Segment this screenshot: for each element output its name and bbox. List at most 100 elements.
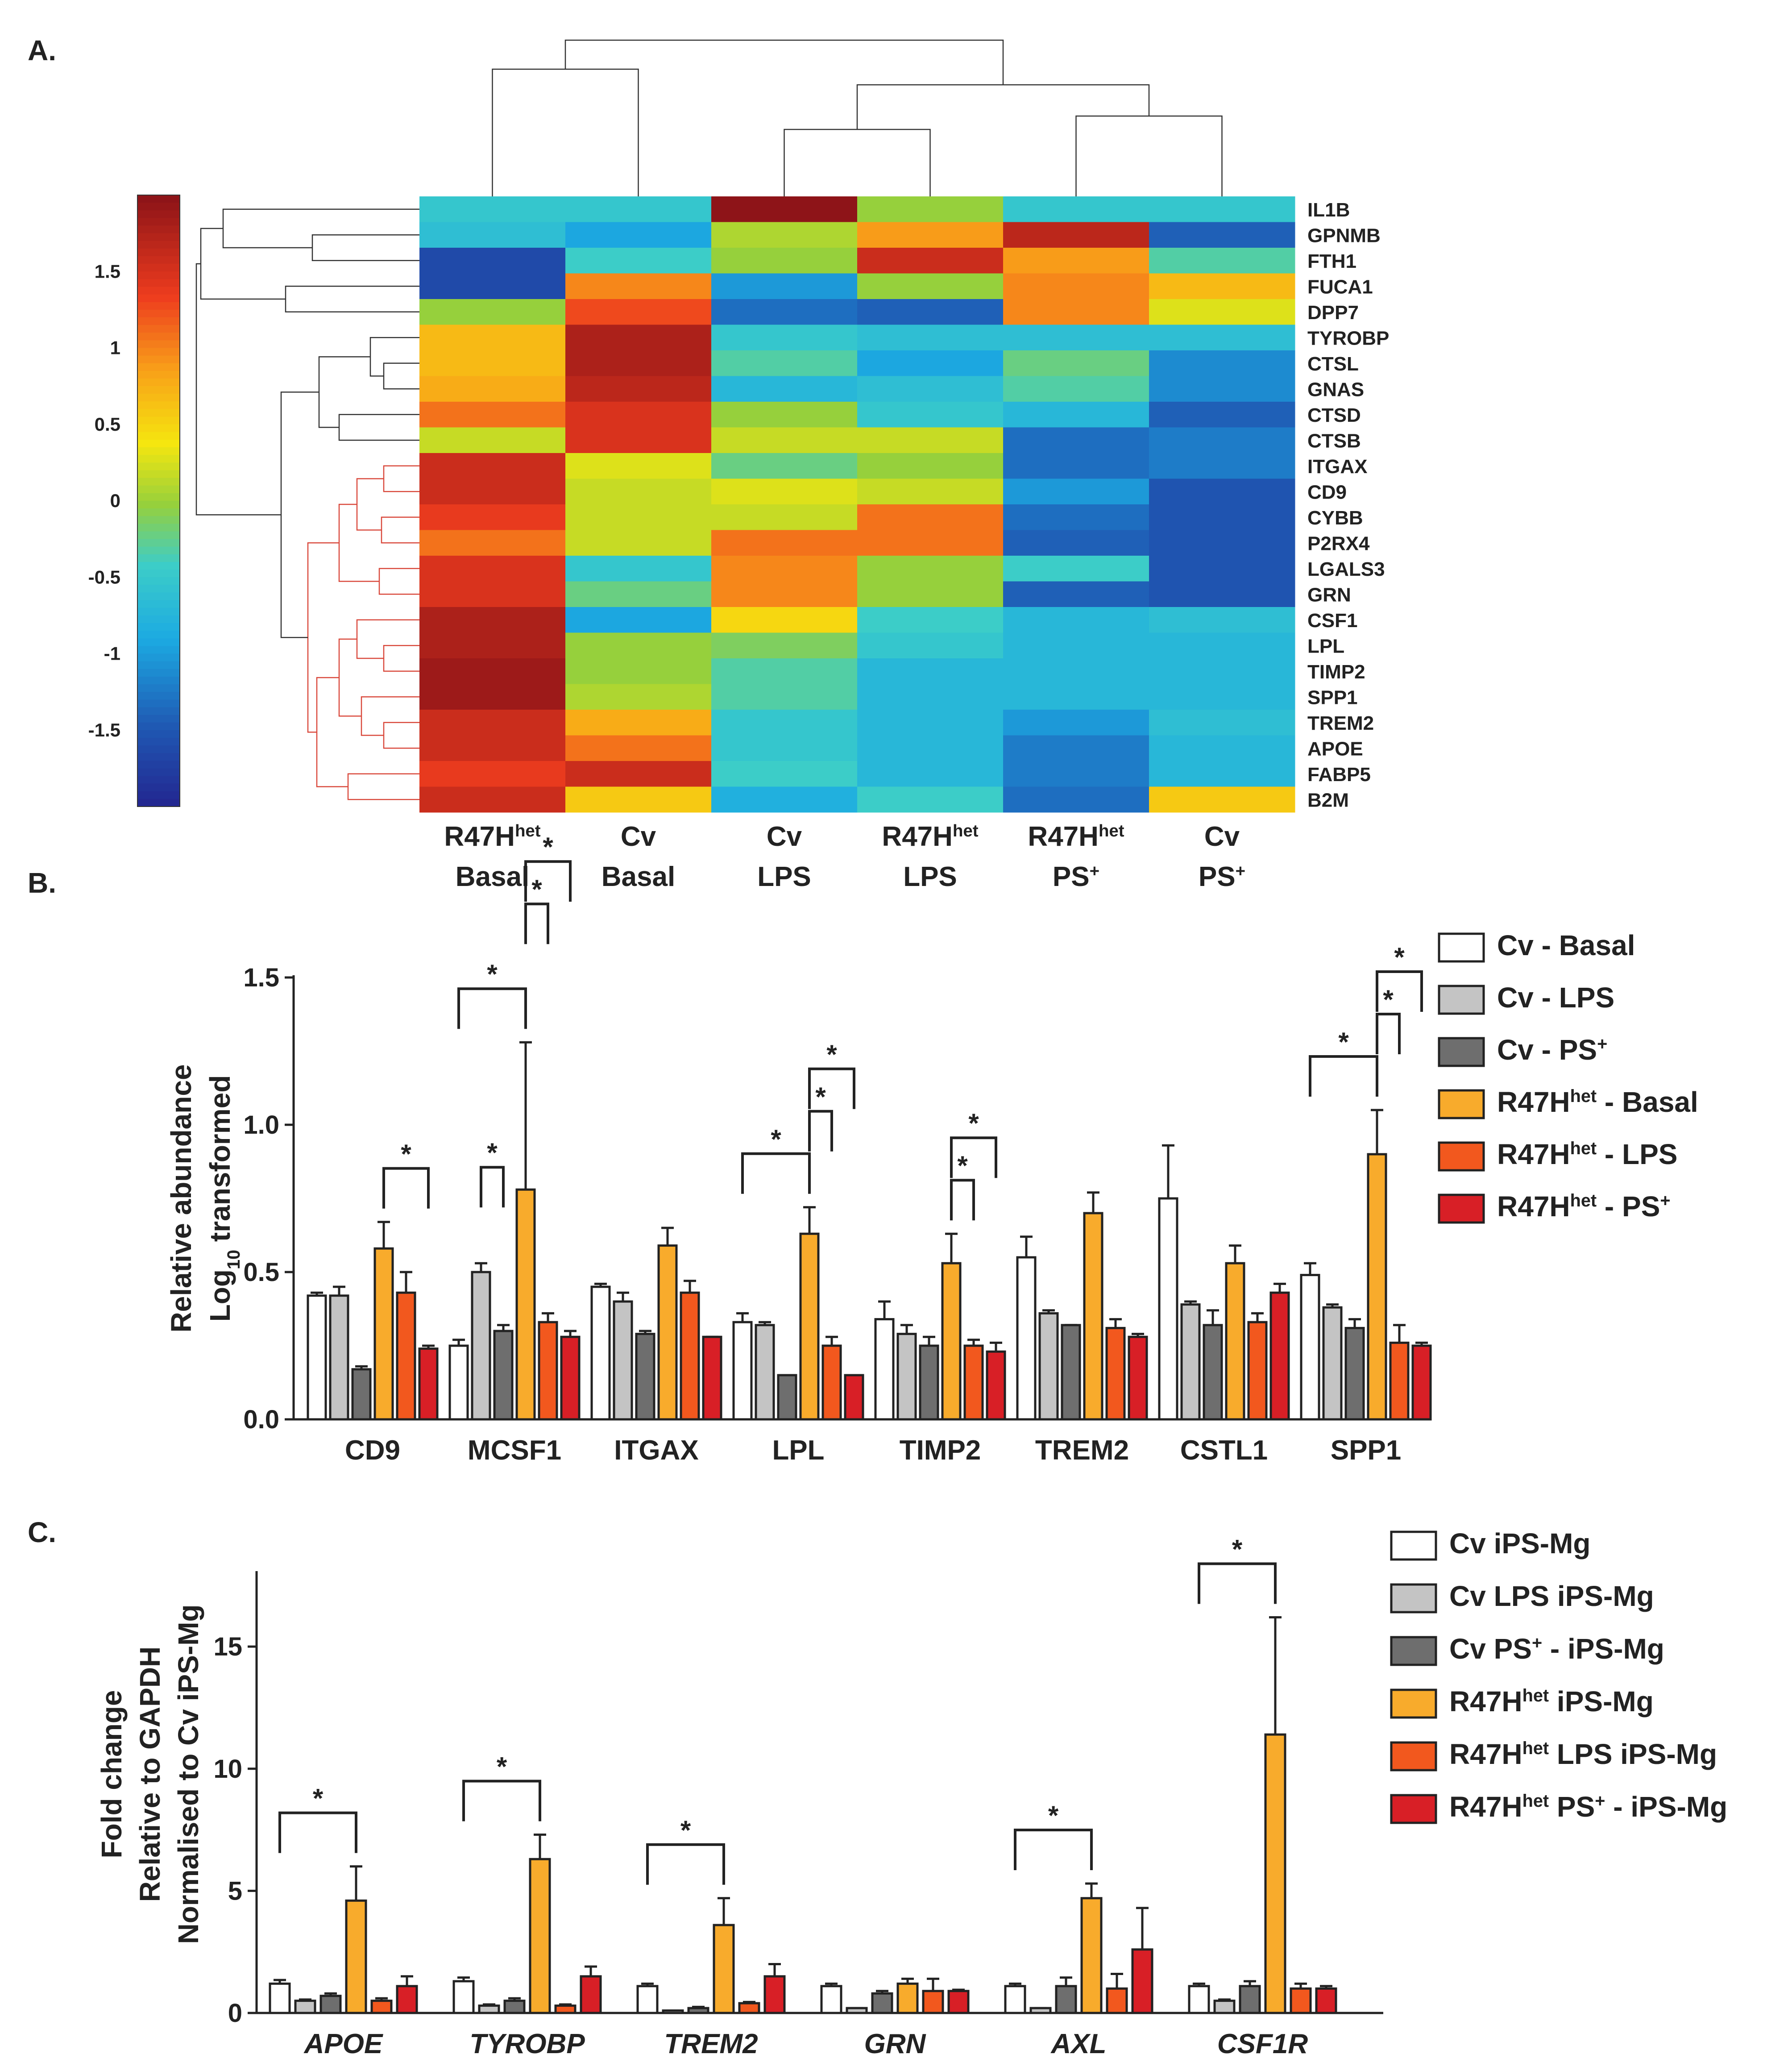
- colorbar-segment: [137, 210, 180, 219]
- bar: [1225, 1262, 1245, 1421]
- colorbar-segment: [137, 409, 180, 417]
- bar: [1106, 1987, 1128, 2014]
- row-dendrogram-branch: [369, 337, 419, 377]
- bar: [370, 2000, 393, 2014]
- heatmap-cell: [419, 607, 566, 633]
- heatmap-cell: [711, 607, 858, 633]
- significance-bracket: [382, 1167, 430, 1209]
- heatmap-cell: [857, 658, 1004, 684]
- heatmap-cell: [419, 684, 566, 710]
- colorbar-tick-label: 0.5: [95, 414, 120, 435]
- colorbar-segment: [137, 722, 180, 731]
- heatmap-cell: [1149, 556, 1295, 582]
- heatmap-cell: [1149, 530, 1295, 556]
- heatmap-cell: [857, 556, 1004, 582]
- heatmap-cell: [711, 248, 858, 274]
- heatmap-cell: [1149, 376, 1295, 402]
- y-axis-label-line2: Log10 transformed: [204, 1075, 244, 1322]
- heatmap-cell: [565, 786, 712, 813]
- colorbar-segment: [137, 653, 180, 662]
- heatmap-cell: [565, 530, 712, 556]
- colorbar-segment: [137, 478, 180, 486]
- heatmap-cell: [419, 273, 566, 299]
- bar: [373, 1247, 394, 1421]
- heatmap-row-label: APOE: [1307, 738, 1363, 760]
- heatmap-cell: [857, 607, 1004, 633]
- row-dendrogram-branch-red: [378, 568, 419, 595]
- legend-label: R47Hhet iPS-Mg: [1449, 1685, 1654, 1718]
- bar: [821, 1344, 842, 1421]
- heatmap-row-label: CTSB: [1307, 430, 1361, 452]
- bar: [418, 1347, 439, 1421]
- colorbar-segment: [137, 592, 180, 601]
- colorbar-segment: [137, 631, 180, 639]
- colorbar-segment: [137, 225, 180, 234]
- heatmap-cell: [419, 786, 566, 813]
- significance-star: *: [826, 1040, 837, 1069]
- heatmap-cell: [1003, 478, 1149, 505]
- legend-label: R47Hhet PS+ - iPS-Mg: [1449, 1791, 1727, 1823]
- heatmap-cell: [1149, 222, 1295, 248]
- bar: [538, 1321, 558, 1421]
- bar: [396, 1985, 418, 2014]
- category-label: LPL: [772, 1435, 824, 1466]
- heatmap-cell: [419, 376, 566, 402]
- colorbar-segment: [137, 798, 180, 807]
- colorbar-segment: [137, 325, 180, 333]
- bar: [941, 1262, 962, 1421]
- bar: [919, 1344, 939, 1421]
- heatmap-cell: [857, 350, 1004, 376]
- colorbar-segment: [137, 440, 180, 448]
- heatmap-cell: [711, 222, 858, 248]
- heatmap-cell: [419, 710, 566, 736]
- bar: [1158, 1197, 1178, 1421]
- bar: [307, 1294, 327, 1421]
- heatmap-row-label: TIMP2: [1307, 661, 1365, 683]
- bar: [1290, 1987, 1312, 2014]
- heatmap-cell: [419, 299, 566, 325]
- heatmap-cell: [1003, 248, 1149, 274]
- bar: [874, 1318, 895, 1421]
- heatmap-row-label: GPNMB: [1307, 225, 1381, 246]
- heatmap-cell: [565, 478, 712, 505]
- heatmap-cell: [857, 761, 1004, 787]
- colorbar-segment: [137, 516, 180, 524]
- bar: [1300, 1274, 1320, 1421]
- colorbar-segment: [137, 745, 180, 754]
- legend-label: Cv iPS-Mg: [1449, 1527, 1590, 1559]
- colorbar-segment: [137, 539, 180, 547]
- heatmap-cell: [857, 402, 1004, 428]
- heatmap-cell: [1003, 427, 1149, 453]
- bar: [1004, 1985, 1026, 2014]
- heatmap-row-label: GNAS: [1307, 378, 1364, 400]
- heatmap-cell: [1149, 427, 1295, 453]
- bar: [448, 1344, 469, 1421]
- heatmap-cell: [711, 556, 858, 582]
- heatmap-cell: [857, 376, 1004, 402]
- colorbar-segment: [137, 562, 180, 570]
- heatmap-cell: [565, 196, 712, 222]
- bar: [319, 1995, 342, 2014]
- heatmap-cell: [1003, 607, 1149, 633]
- heatmap-cell: [1003, 222, 1149, 248]
- colorbar-tick-label: 1: [110, 337, 120, 358]
- row-dendrogram-branch: [311, 234, 419, 261]
- category-label: TREM2: [664, 2029, 758, 2059]
- category-label: SPP1: [1331, 1435, 1402, 1466]
- heatmap-cell: [1149, 658, 1295, 684]
- panel-label-c: C.: [28, 1516, 56, 1548]
- heatmap-cell: [857, 453, 1004, 479]
- bar: [1203, 1324, 1223, 1421]
- significance-bracket: [278, 1811, 357, 1853]
- heatmap-cell: [1149, 632, 1295, 659]
- bar: [963, 1344, 984, 1421]
- heatmap-cell: [565, 273, 712, 299]
- row-dendrogram-branch-red: [383, 645, 419, 672]
- bar: [657, 1244, 678, 1421]
- heatmap-row-label: CD9: [1307, 481, 1347, 503]
- heatmap-row-label: TREM2: [1307, 712, 1374, 734]
- heatmap-row-label: B2M: [1307, 789, 1349, 811]
- heatmap-cell: [565, 684, 712, 710]
- colorbar-segment: [137, 302, 180, 310]
- significance-bracket: [462, 1780, 541, 1821]
